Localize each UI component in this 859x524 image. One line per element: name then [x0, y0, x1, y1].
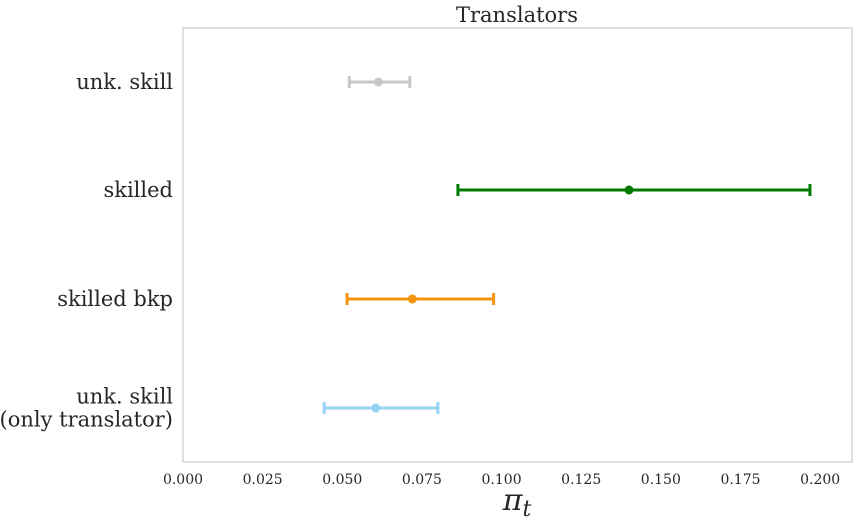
x-tick-label: 0.150: [641, 472, 681, 488]
error-bars: [322, 76, 812, 414]
error-bar: [456, 184, 812, 196]
x-tick-label: 0.025: [243, 472, 283, 488]
category-label-line: skilled bkp: [57, 287, 173, 311]
category-label: unk. skill: [76, 70, 173, 94]
x-tick-label: 0.125: [561, 472, 601, 488]
plot-frame: [182, 27, 853, 463]
x-tick-label: 0.075: [402, 472, 442, 488]
x-tick-label: 0.200: [800, 472, 840, 488]
error-bar: [345, 293, 496, 305]
category-label: skilled: [103, 178, 173, 202]
x-tick-labels: 0.000 0.025 0.050 0.075 0.100 0.125 0.150 0.175…: [163, 472, 840, 488]
x-tick-label: 0.100: [482, 472, 522, 488]
x-tick-label: 0.000: [163, 472, 203, 488]
x-axis-label-symbol: π: [502, 483, 524, 518]
category-label-line: unk. skill: [76, 385, 173, 409]
chart-title: Translators: [456, 3, 578, 27]
x-axis-label-subscript: t: [522, 497, 531, 522]
error-bar: [347, 76, 412, 88]
category-label: skilled bkp: [57, 287, 173, 311]
category-label-line: unk. skill: [76, 70, 173, 94]
x-tick-label: 0.050: [322, 472, 362, 488]
center-point: [624, 185, 634, 195]
error-bar: [322, 402, 440, 414]
center-point: [407, 294, 417, 304]
x-tick-label: 0.175: [720, 472, 760, 488]
x-axis-label: πt: [502, 483, 532, 522]
category-label-line: skilled: [103, 178, 173, 202]
category-label: unk. skill (only translator): [0, 385, 173, 432]
category-label-line: (only translator): [0, 408, 173, 432]
center-point: [373, 77, 383, 87]
center-point: [371, 403, 381, 413]
